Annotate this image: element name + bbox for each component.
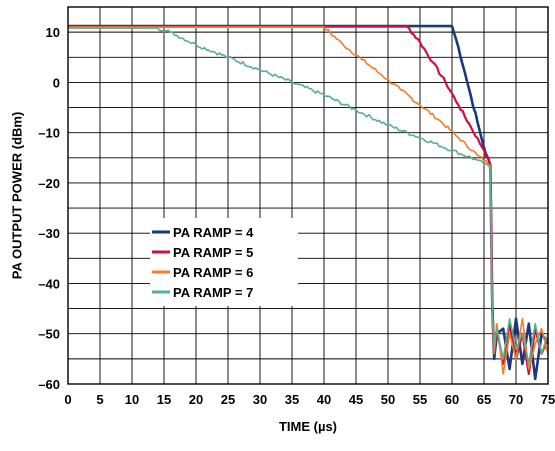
y-tick-label: 10 bbox=[46, 25, 60, 40]
y-tick-label: –50 bbox=[38, 327, 60, 342]
x-tick-label: 70 bbox=[509, 392, 523, 407]
series-line-ramp-4 bbox=[68, 24, 550, 381]
y-tick-label: –30 bbox=[38, 226, 60, 241]
x-tick-label: 65 bbox=[477, 392, 491, 407]
legend: PA RAMP = 4 PA RAMP = 5 PA RAMP = 6 PA RAMP… bbox=[150, 218, 298, 306]
legend-box bbox=[150, 218, 298, 306]
x-axis-title: TIME (µs) bbox=[279, 419, 337, 434]
y-tick-label: –10 bbox=[38, 126, 60, 141]
series-lines bbox=[68, 24, 550, 381]
x-tick-label: 75 bbox=[541, 392, 555, 407]
legend-label: PA RAMP = 4 bbox=[173, 225, 254, 240]
legend-label: PA RAMP = 5 bbox=[173, 245, 253, 260]
y-tick-label: –40 bbox=[38, 276, 60, 291]
x-tick-label: 40 bbox=[317, 392, 331, 407]
y-tick-label: –60 bbox=[38, 377, 60, 392]
y-axis-title: PA OUTPUT POWER (dBm) bbox=[9, 112, 24, 280]
x-tick-label: 60 bbox=[445, 392, 459, 407]
legend-label: PA RAMP = 7 bbox=[173, 285, 253, 300]
plot-frame bbox=[67, 6, 549, 385]
x-tick-label: 20 bbox=[189, 392, 203, 407]
x-tick-label: 5 bbox=[96, 392, 103, 407]
series-line-ramp-6 bbox=[68, 26, 549, 375]
x-tick-label: 45 bbox=[349, 392, 363, 407]
x-tick-labels: 0 5 10 15 20 25 30 35 40 45 50 55 60 65 70 75 bbox=[64, 392, 555, 407]
x-tick-label: 15 bbox=[157, 392, 171, 407]
x-tick-label: 35 bbox=[285, 392, 299, 407]
grid bbox=[67, 6, 549, 385]
y-tick-label: –20 bbox=[38, 176, 60, 191]
x-tick-label: 10 bbox=[125, 392, 139, 407]
x-tick-label: 50 bbox=[381, 392, 395, 407]
legend-label: PA RAMP = 6 bbox=[173, 265, 253, 280]
x-tick-label: 55 bbox=[413, 392, 427, 407]
x-tick-label: 0 bbox=[64, 392, 71, 407]
x-tick-label: 30 bbox=[253, 392, 267, 407]
y-tick-label: 0 bbox=[53, 75, 60, 90]
x-tick-label: 25 bbox=[221, 392, 235, 407]
y-tick-labels: 10 0 –10 –20 –30 –40 –50 –60 bbox=[38, 25, 60, 392]
series-line-ramp-7 bbox=[68, 27, 549, 365]
